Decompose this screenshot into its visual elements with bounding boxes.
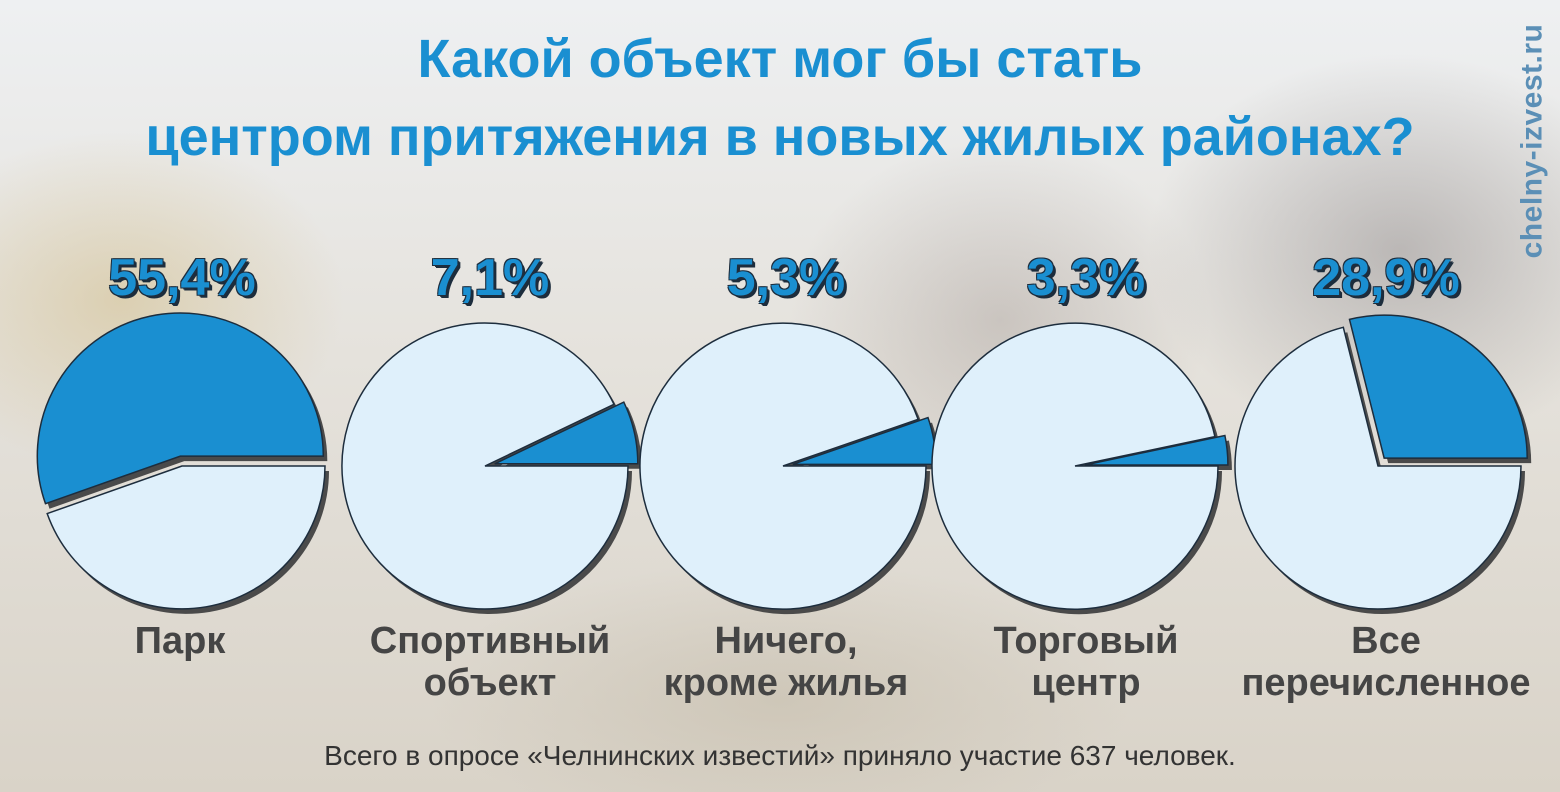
pie-sport-value-slice — [494, 401, 639, 465]
pie-sport-rest-slice — [341, 322, 629, 610]
category-label-all-line1: Все — [1351, 620, 1421, 662]
category-label-nothing-line1: Ничего, — [714, 620, 858, 662]
pie-park-rest-slice — [46, 465, 326, 610]
pie-nothing — [639, 322, 940, 615]
footer-note: Всего в опросе «Челнинских известий» при… — [324, 740, 1236, 771]
chart-title-line-2: центром притяжения в новых жилых районах… — [145, 107, 1415, 167]
pie-mall — [931, 322, 1232, 615]
pie-park — [36, 312, 329, 614]
pie-mall-rest-slice — [931, 322, 1219, 610]
category-label-mall: Торговый центр — [936, 620, 1236, 704]
pie-all — [1234, 314, 1532, 615]
value-label-all: 28,9% — [1312, 249, 1460, 307]
pie-all-value-slice — [1348, 314, 1528, 459]
category-label-sport-line2: объект — [423, 662, 557, 704]
pie-nothing-rest-slice — [639, 322, 927, 610]
pie-all-rest-slice — [1234, 326, 1522, 610]
category-label-mall-line1: Торговый — [993, 620, 1179, 662]
chart-title-line-1: Какой объект мог бы стать — [417, 29, 1143, 89]
category-label-all: Все перечисленное — [1236, 620, 1536, 704]
pie-park-value-slice — [36, 312, 325, 505]
category-label-park-line1: Парк — [134, 620, 226, 662]
category-label-sport-line1: Спортивный — [369, 620, 611, 662]
category-label-nothing-line2: кроме жилья — [663, 662, 909, 704]
category-label-sport: Спортивный объект — [340, 620, 640, 704]
category-label-all-line2: перечисленное — [1241, 662, 1531, 704]
category-label-mall-line2: центр — [1031, 662, 1141, 704]
category-label-nothing: Ничего, кроме жилья — [636, 620, 936, 704]
value-label-mall: 3,3% — [1026, 249, 1146, 307]
category-label-park: Парк — [30, 620, 330, 662]
value-label-park: 55,4% — [108, 249, 256, 307]
value-label-sport: 7,1% — [430, 249, 550, 307]
pie-mall-value-slice — [1084, 434, 1229, 466]
pie-sport — [341, 322, 642, 615]
value-label-nothing: 5,3% — [726, 249, 846, 307]
